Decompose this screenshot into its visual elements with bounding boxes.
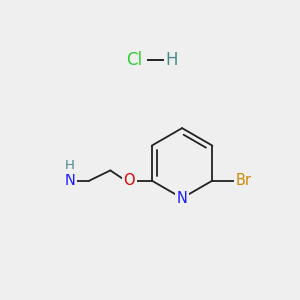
Text: Br: Br — [236, 173, 252, 188]
Text: H: H — [165, 51, 178, 69]
Text: N: N — [64, 173, 75, 188]
Text: N: N — [177, 190, 188, 206]
Text: H: H — [65, 159, 75, 172]
Text: O: O — [124, 173, 135, 188]
Text: Cl: Cl — [127, 51, 142, 69]
